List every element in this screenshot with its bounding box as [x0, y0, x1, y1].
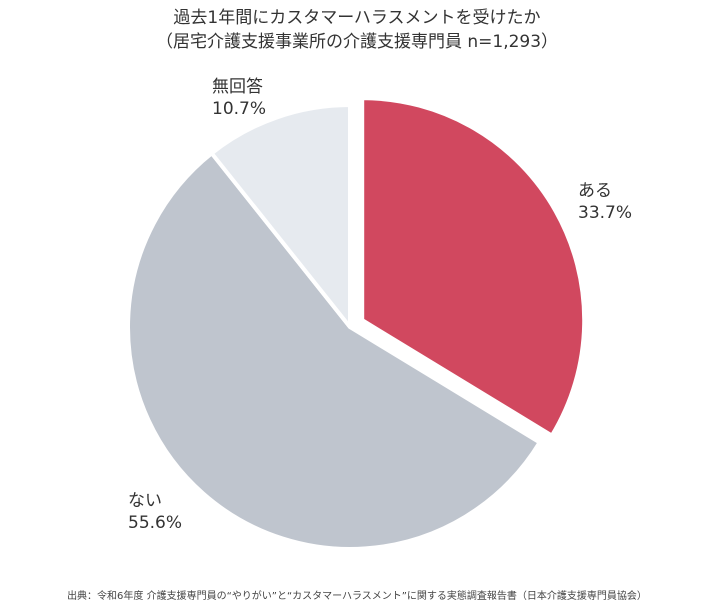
chart-title: 過去1年間にカスタマーハラスメントを受けたか — [173, 8, 541, 28]
pie-slice-1 — [126, 151, 542, 551]
slice-label-aru: ある 33.7% — [578, 180, 632, 224]
slice-label-aru-value: 33.7% — [578, 203, 633, 223]
chart-subtitle: （居宅介護支援事業所の介護支援専門員 n=1,293） — [155, 32, 559, 52]
slice-label-mukaito-name: 無回答 — [212, 77, 263, 97]
slice-label-aru-name: ある — [578, 181, 612, 201]
slice-label-mukaito-value: 10.7% — [212, 99, 267, 119]
slice-label-nai: ない 55.6% — [128, 490, 182, 534]
slice-label-nai-value: 55.6% — [128, 513, 183, 533]
slice-label-mukaito: 無回答 10.7% — [212, 76, 266, 120]
pie-slice-2 — [209, 103, 352, 329]
pie-slice-0 — [360, 96, 587, 438]
slice-label-nai-name: ない — [128, 491, 162, 511]
source-note: 出典：令和6年度 介護支援専門員の“やりがい”と“カスタマーハラスメント”に関す… — [67, 591, 647, 602]
